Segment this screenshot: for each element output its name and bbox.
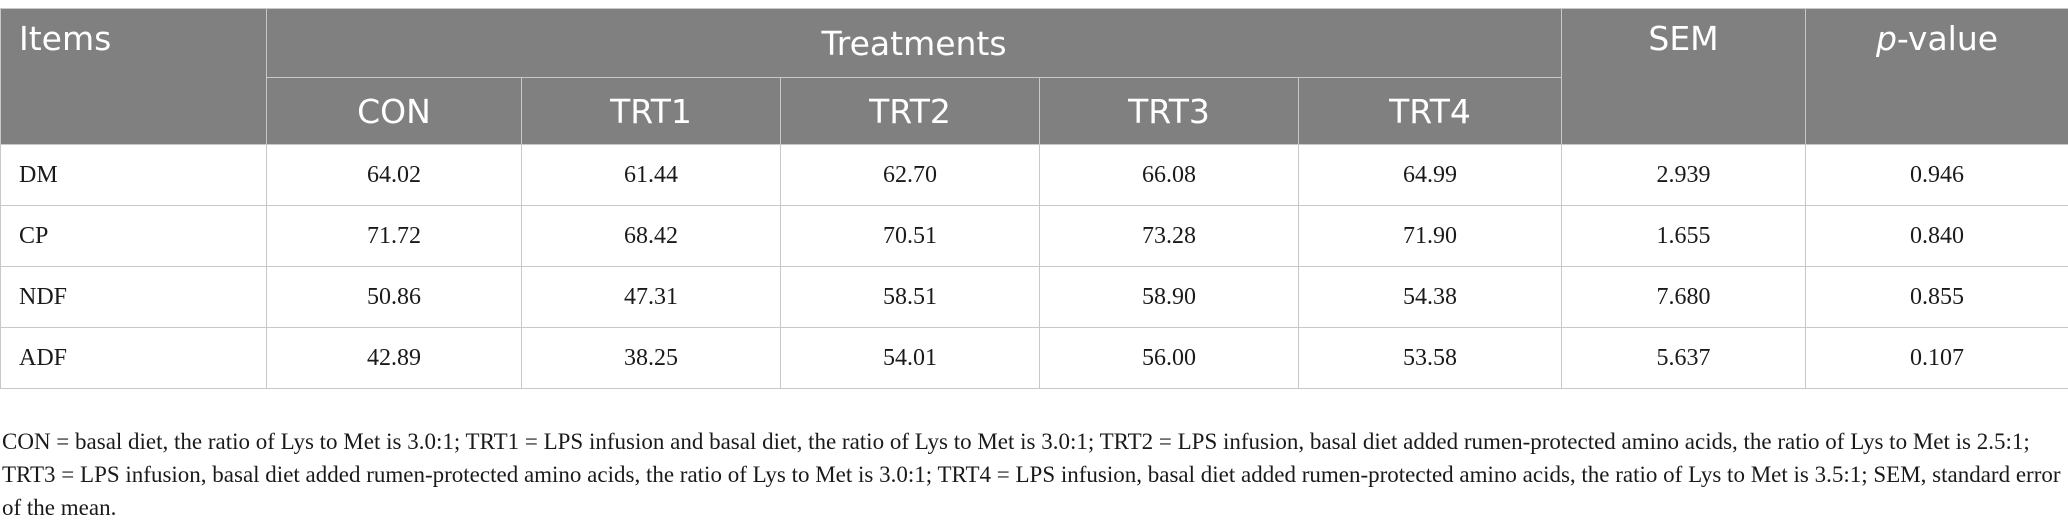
cell-trt4: 71.90: [1299, 206, 1562, 267]
data-table-container: Items Treatments SEM p-value CON TRT1 TR…: [0, 8, 2068, 389]
cell-trt2: 70.51: [781, 206, 1040, 267]
header-treatments: Treatments: [267, 9, 1562, 78]
header-trt4: TRT4: [1299, 78, 1562, 145]
cell-con: 71.72: [267, 206, 522, 267]
cell-trt2: 58.51: [781, 267, 1040, 328]
cell-trt1: 61.44: [522, 145, 781, 206]
cell-sem: 7.680: [1562, 267, 1806, 328]
cell-p-value: 0.855: [1806, 267, 2068, 328]
cell-con: 50.86: [267, 267, 522, 328]
row-label: DM: [1, 145, 267, 206]
cell-sem: 5.637: [1562, 328, 1806, 389]
cell-trt1: 68.42: [522, 206, 781, 267]
digestibility-table: Items Treatments SEM p-value CON TRT1 TR…: [0, 8, 2068, 389]
table-row: DM 64.02 61.44 62.70 66.08 64.99 2.939 0…: [1, 145, 2068, 206]
table-row: NDF 50.86 47.31 58.51 58.90 54.38 7.680 …: [1, 267, 2068, 328]
header-con: CON: [267, 78, 522, 145]
cell-trt4: 54.38: [1299, 267, 1562, 328]
header-trt2: TRT2: [781, 78, 1040, 145]
cell-trt1: 47.31: [522, 267, 781, 328]
header-trt3: TRT3: [1040, 78, 1299, 145]
table-row: CP 71.72 68.42 70.51 73.28 71.90 1.655 0…: [1, 206, 2068, 267]
cell-trt1: 38.25: [522, 328, 781, 389]
header-items: Items: [1, 9, 267, 145]
table-footnote: CON = basal diet, the ratio of Lys to Me…: [2, 425, 2062, 524]
header-row-group: Items Treatments SEM p-value: [1, 9, 2068, 78]
cell-trt3: 73.28: [1040, 206, 1299, 267]
cell-p-value: 0.946: [1806, 145, 2068, 206]
header-p-italic: p: [1876, 19, 1897, 58]
header-p-rest: -value: [1897, 19, 1998, 58]
cell-trt3: 58.90: [1040, 267, 1299, 328]
header-trt1: TRT1: [522, 78, 781, 145]
row-label: NDF: [1, 267, 267, 328]
cell-trt4: 64.99: [1299, 145, 1562, 206]
cell-con: 42.89: [267, 328, 522, 389]
cell-trt3: 56.00: [1040, 328, 1299, 389]
cell-trt3: 66.08: [1040, 145, 1299, 206]
header-p-value: p-value: [1806, 9, 2068, 145]
row-label: CP: [1, 206, 267, 267]
cell-sem: 2.939: [1562, 145, 1806, 206]
cell-p-value: 0.840: [1806, 206, 2068, 267]
cell-trt2: 62.70: [781, 145, 1040, 206]
cell-sem: 1.655: [1562, 206, 1806, 267]
cell-trt2: 54.01: [781, 328, 1040, 389]
cell-p-value: 0.107: [1806, 328, 2068, 389]
cell-trt4: 53.58: [1299, 328, 1562, 389]
header-sem: SEM: [1562, 9, 1806, 145]
table-row: ADF 42.89 38.25 54.01 56.00 53.58 5.637 …: [1, 328, 2068, 389]
row-label: ADF: [1, 328, 267, 389]
cell-con: 64.02: [267, 145, 522, 206]
